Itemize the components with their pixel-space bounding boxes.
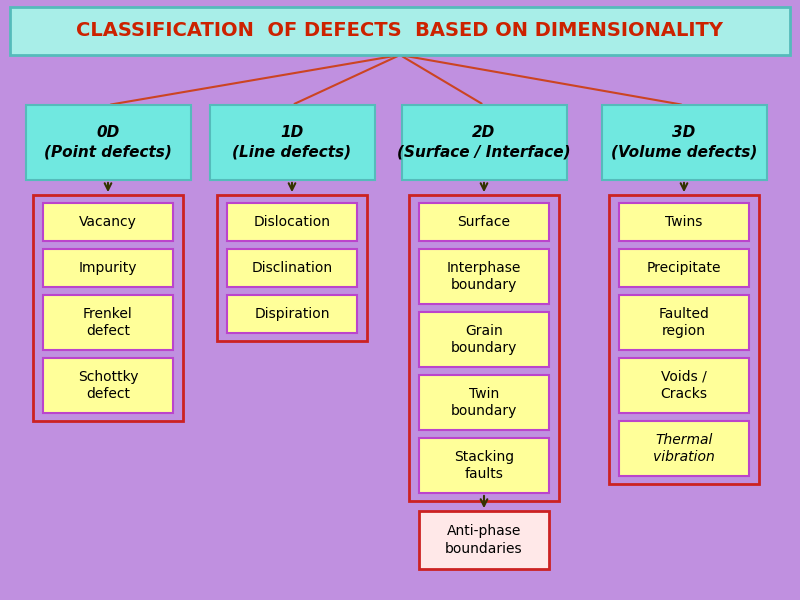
FancyBboxPatch shape: [210, 105, 374, 180]
FancyBboxPatch shape: [402, 105, 566, 180]
Text: Faulted
region: Faulted region: [658, 307, 710, 338]
Text: Thermal
vibration: Thermal vibration: [653, 433, 715, 464]
Text: 0D
(Point defects): 0D (Point defects): [44, 125, 172, 160]
Text: Grain
boundary: Grain boundary: [451, 324, 517, 355]
FancyBboxPatch shape: [43, 203, 173, 241]
FancyBboxPatch shape: [43, 249, 173, 287]
FancyBboxPatch shape: [419, 203, 549, 241]
Text: Anti-phase
boundaries: Anti-phase boundaries: [445, 524, 523, 556]
FancyBboxPatch shape: [619, 421, 749, 476]
FancyBboxPatch shape: [419, 375, 549, 430]
FancyBboxPatch shape: [43, 358, 173, 413]
Text: Surface: Surface: [458, 215, 510, 229]
FancyBboxPatch shape: [619, 249, 749, 287]
Text: 2D
(Surface / Interface): 2D (Surface / Interface): [397, 125, 571, 160]
Text: 1D
(Line defects): 1D (Line defects): [233, 125, 351, 160]
FancyBboxPatch shape: [619, 358, 749, 413]
Text: Twin
boundary: Twin boundary: [451, 387, 517, 418]
Text: Disclination: Disclination: [251, 261, 333, 275]
Text: Interphase
boundary: Interphase boundary: [447, 261, 521, 292]
Text: Dispiration: Dispiration: [254, 307, 330, 321]
FancyBboxPatch shape: [227, 295, 357, 333]
FancyBboxPatch shape: [619, 203, 749, 241]
Text: 3D
(Volume defects): 3D (Volume defects): [611, 125, 757, 160]
Text: Frenkel
defect: Frenkel defect: [83, 307, 133, 338]
FancyBboxPatch shape: [602, 105, 766, 180]
Text: Schottky
defect: Schottky defect: [78, 370, 138, 401]
Text: Voids /
Cracks: Voids / Cracks: [661, 370, 707, 401]
FancyBboxPatch shape: [619, 295, 749, 350]
FancyBboxPatch shape: [419, 249, 549, 304]
Text: Stacking
faults: Stacking faults: [454, 450, 514, 481]
FancyBboxPatch shape: [227, 203, 357, 241]
FancyBboxPatch shape: [26, 105, 190, 180]
FancyBboxPatch shape: [419, 511, 549, 569]
Text: CLASSIFICATION  OF DEFECTS  BASED ON DIMENSIONALITY: CLASSIFICATION OF DEFECTS BASED ON DIMEN…: [77, 22, 723, 40]
FancyBboxPatch shape: [43, 295, 173, 350]
Text: Precipitate: Precipitate: [646, 261, 722, 275]
Text: Dislocation: Dislocation: [254, 215, 330, 229]
Text: Twins: Twins: [666, 215, 702, 229]
FancyBboxPatch shape: [419, 438, 549, 493]
Text: Vacancy: Vacancy: [79, 215, 137, 229]
FancyBboxPatch shape: [227, 249, 357, 287]
Text: Impurity: Impurity: [78, 261, 138, 275]
FancyBboxPatch shape: [419, 312, 549, 367]
FancyBboxPatch shape: [10, 7, 790, 55]
